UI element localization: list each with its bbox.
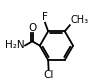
Text: O: O <box>28 23 36 33</box>
Text: CH₃: CH₃ <box>70 15 88 25</box>
Text: H₂N: H₂N <box>5 40 25 50</box>
Text: F: F <box>42 12 48 22</box>
Text: Cl: Cl <box>43 70 54 80</box>
